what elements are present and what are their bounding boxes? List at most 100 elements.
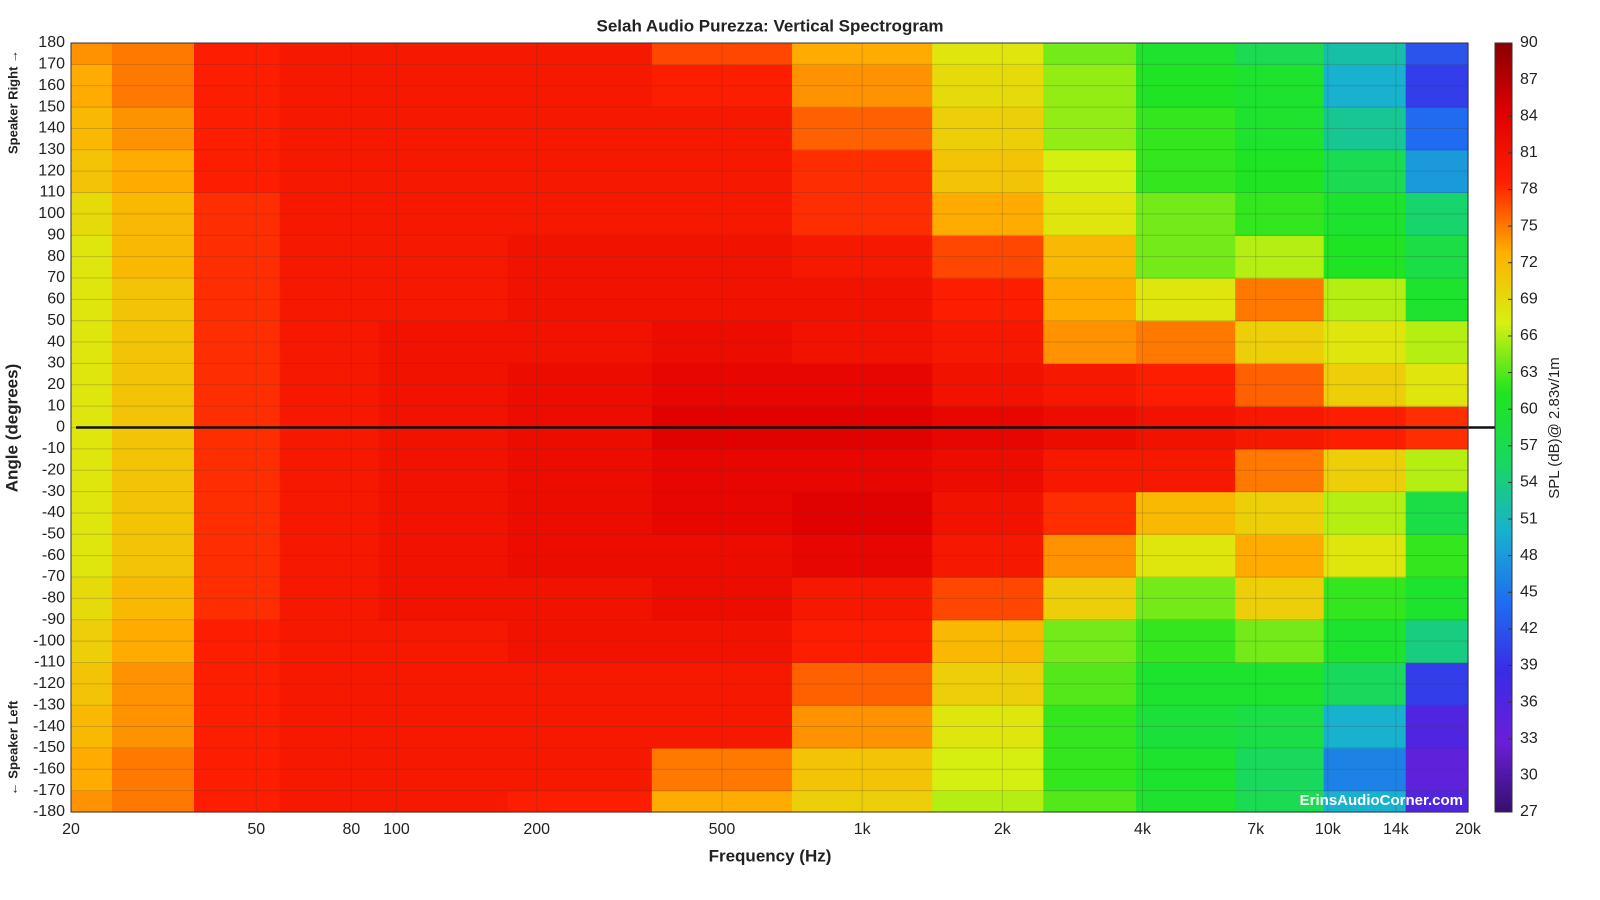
heatmap-cell xyxy=(1043,534,1137,578)
heatmap-cell xyxy=(279,448,380,493)
heatmap-cell xyxy=(1235,64,1325,108)
heatmap-cell xyxy=(932,64,1044,108)
colorbar-tick-label: 33 xyxy=(1520,730,1538,747)
heatmap-cell xyxy=(378,64,509,108)
heatmap-cell xyxy=(1043,705,1137,749)
y-tick-label: -180 xyxy=(33,803,65,820)
y-tick-label: 20 xyxy=(47,376,65,393)
heatmap-cell xyxy=(1043,192,1137,236)
heatmap-cell xyxy=(932,705,1044,749)
heatmap-cell xyxy=(1323,705,1407,749)
heatmap-cell xyxy=(193,64,281,108)
heatmap-cell xyxy=(111,149,195,194)
y-tick-label: 80 xyxy=(47,248,65,265)
heatmap-cell xyxy=(71,577,113,621)
heatmap-cell xyxy=(279,534,380,578)
heatmap-cell xyxy=(1405,790,1469,813)
y-tick-label: 110 xyxy=(39,184,65,201)
heatmap-cell xyxy=(1135,747,1236,792)
colorbar-tick-label: 36 xyxy=(1520,693,1538,710)
heatmap-cell xyxy=(71,705,113,749)
heatmap-cell xyxy=(651,705,793,749)
heatmap-cell xyxy=(1405,192,1469,236)
y-tick-label: 140 xyxy=(38,120,65,137)
colorbar-tick-label: 72 xyxy=(1520,254,1538,271)
heatmap-cell xyxy=(1323,491,1407,535)
heatmap-cell xyxy=(279,43,380,65)
heatmap-cell xyxy=(932,619,1044,664)
heatmap-cell xyxy=(932,107,1044,151)
heatmap-cell xyxy=(193,43,281,65)
y-tick-label: -70 xyxy=(42,568,65,585)
colorbar-tick-label: 81 xyxy=(1520,144,1538,161)
heatmap-cell xyxy=(279,277,380,322)
y-tick-label: -20 xyxy=(42,461,65,478)
heatmap-cell xyxy=(1323,662,1407,706)
heatmap-cell xyxy=(111,747,195,792)
heatmap-cell xyxy=(1135,320,1236,365)
heatmap-cell xyxy=(1405,662,1469,706)
y-tick-label: -10 xyxy=(42,440,65,457)
heatmap-cell xyxy=(279,107,380,151)
colorbar-tick-label: 27 xyxy=(1520,803,1538,820)
heatmap-cell xyxy=(1235,192,1325,236)
y-tick-label: -40 xyxy=(42,504,65,521)
heatmap-cell xyxy=(932,790,1044,813)
heatmap-cell xyxy=(111,534,195,578)
heatmap-cell xyxy=(1235,534,1325,578)
heatmap-cell xyxy=(193,107,281,151)
y-axis-label: Angle (degrees) xyxy=(2,364,21,492)
heatmap-cell xyxy=(279,577,380,621)
y-tick-label: -80 xyxy=(42,590,65,607)
heatmap-cell xyxy=(378,149,509,194)
heatmap-cell xyxy=(193,149,281,194)
heatmap-cell xyxy=(792,320,933,365)
heatmap-cell xyxy=(792,747,933,792)
chart-title: Selah Audio Purezza: Vertical Spectrogra… xyxy=(596,16,943,35)
heatmap-cell xyxy=(792,149,933,194)
y-tick-label: 60 xyxy=(47,291,65,308)
heatmap-cell xyxy=(193,577,281,621)
heatmap-cell xyxy=(193,320,281,365)
heatmap-cell xyxy=(111,448,195,493)
heatmap-cell xyxy=(507,662,653,706)
heatmap-cell xyxy=(279,662,380,706)
heatmap-cell xyxy=(1323,149,1407,194)
heatmap-cell xyxy=(1235,363,1325,407)
heatmap-cell xyxy=(651,619,793,664)
y-tick-label: -160 xyxy=(33,760,65,777)
y-tick-label: 90 xyxy=(47,226,65,243)
heatmap-cell xyxy=(378,192,509,236)
heatmap-cell xyxy=(932,577,1044,621)
heatmap-cell xyxy=(1135,277,1236,322)
heatmap-cell xyxy=(1135,577,1236,621)
heatmap-cell xyxy=(507,534,653,578)
heatmap-cell xyxy=(279,491,380,535)
heatmap-cell xyxy=(792,235,933,279)
heatmap-cell xyxy=(792,577,933,621)
heatmap-cell xyxy=(111,662,195,706)
heatmap-cell xyxy=(1323,448,1407,493)
y-tick-label: 170 xyxy=(38,56,65,73)
plot-border xyxy=(70,42,1469,813)
y-tick-label: -100 xyxy=(33,632,65,649)
y-tick-label: 10 xyxy=(47,397,65,414)
heatmap-cell xyxy=(792,662,933,706)
heatmap-cell xyxy=(111,235,195,279)
heatmap-cell xyxy=(507,192,653,236)
heatmap-cell xyxy=(1323,363,1407,407)
x-axis-label: Frequency (Hz) xyxy=(709,846,832,865)
heatmap-cell xyxy=(71,363,113,407)
heatmap-cell xyxy=(792,43,933,65)
heatmap-cell xyxy=(378,577,509,621)
y-tick-label: -90 xyxy=(42,611,65,628)
heatmap-cell xyxy=(507,577,653,621)
heatmap-cell xyxy=(932,149,1044,194)
heatmap-cell xyxy=(1043,662,1137,706)
watermark: ErinsAudioCorner.com xyxy=(1300,792,1463,809)
heatmap-cell xyxy=(111,64,195,108)
x-tick-label: 20 xyxy=(62,821,80,838)
heatmap-cell xyxy=(1043,577,1137,621)
heatmap-cell xyxy=(1043,64,1137,108)
colorbar-tick-label: 63 xyxy=(1520,364,1538,381)
